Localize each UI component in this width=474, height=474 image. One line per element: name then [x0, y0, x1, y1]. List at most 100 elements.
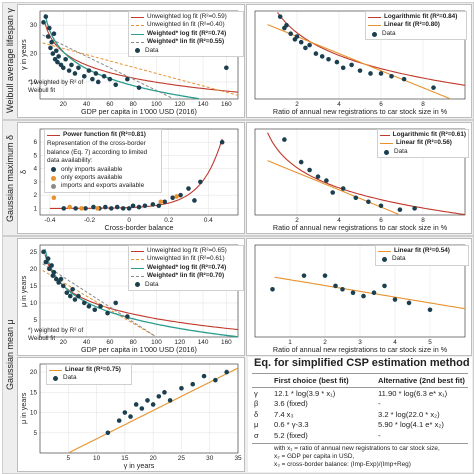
data-point — [270, 286, 275, 292]
x-tick-label: 3 — [358, 339, 362, 346]
x-tick-label: 160 — [221, 101, 232, 108]
legend-label: Logarithmic fit (R²=0.84) — [384, 13, 458, 20]
legend-swatch — [47, 134, 60, 136]
data-point — [333, 283, 338, 289]
data-point — [150, 402, 156, 407]
x-tick-label: 100 — [151, 339, 162, 346]
panel-delta-ratio: 2 4 6 8 Ratio of annual new registrations to… — [246, 122, 472, 234]
eq-foot: with x₁ = ratio of annual new registrati… — [274, 445, 440, 452]
data-point — [47, 266, 52, 272]
data-point — [64, 290, 70, 296]
data-point — [301, 273, 307, 278]
chart-svg: -0.4 -0.2 0 0.2 0.4 1 2 3 4 5 6 — [33, 128, 239, 224]
legend-label: Linear fit (R²=0.75) — [65, 366, 121, 373]
eq-first-choice: 5.2 (fixed) — [274, 430, 308, 440]
y-tick-label: 10 — [30, 300, 38, 307]
data-point — [41, 20, 46, 25]
data-point — [58, 276, 64, 282]
x-tick-label: 100 — [151, 101, 162, 108]
x-axis-label: Ratio of annual new registrations to car… — [272, 345, 448, 354]
data-point — [105, 430, 111, 436]
legend-dot — [51, 175, 56, 181]
band-label: Gaussian mean μ — [5, 319, 15, 391]
eq-foot: x₂ = GDP per capita in USD, — [274, 453, 355, 460]
legend-entry: Weighted* lin fit (R²=0.55) — [131, 38, 241, 46]
x-tick-label: 60 — [106, 101, 114, 108]
data-point — [105, 310, 110, 316]
data-point — [81, 73, 87, 79]
x-axis-label: GDP per capita in 1'000 USD (2016) — [81, 107, 197, 116]
y-axis-label: δ — [19, 170, 28, 175]
legend-label: Unweighted lin fit (R²=0.40) — [147, 21, 225, 29]
data-point — [56, 280, 61, 285]
y-tick-label: 3 — [33, 179, 37, 186]
data-point — [378, 71, 384, 76]
fit-line — [44, 23, 239, 93]
x-tick-label: 30 — [206, 455, 214, 462]
legend-swatch — [131, 250, 144, 252]
legend-label: Logarithmic fit (R²=0.61) — [392, 131, 466, 138]
x-tick-label: 120 — [174, 339, 185, 346]
legend-swatch — [131, 33, 144, 35]
legend-label: imports and exports available — [61, 182, 145, 190]
legend-swatch — [380, 134, 390, 136]
data-point — [126, 206, 132, 211]
legend-label: Unweighted lin fit (R²=0.61) — [147, 255, 225, 263]
x-tick-label: 8 — [421, 101, 425, 108]
x-tick-label: 20 — [60, 339, 68, 346]
eq-symbol: δ — [254, 409, 259, 419]
legend-label: Data — [145, 280, 159, 288]
legend-dot — [382, 257, 387, 263]
data-point — [330, 190, 335, 195]
eq-rule — [252, 387, 468, 388]
legend-entry: Linear fit (R²=0.80) — [368, 21, 464, 29]
fit-line — [267, 160, 399, 215]
data-point — [357, 68, 363, 73]
data-point — [178, 192, 183, 198]
data-point — [213, 377, 218, 383]
legend-label: Weighted* lin fit (R²=0.55) — [147, 38, 225, 46]
data-point — [114, 204, 120, 210]
panel-mu-ratio: 1 2 3 4 5 Ratio of annual new registrations t… — [246, 238, 472, 356]
data-point — [349, 62, 354, 68]
data-point — [334, 59, 340, 65]
y-tick-label: 20 — [30, 266, 38, 273]
data-point — [294, 34, 300, 39]
eq-first-choice: 7.4 x₃ — [274, 409, 294, 419]
fit-line — [42, 42, 239, 96]
data-point — [190, 381, 196, 387]
eq-rule — [252, 373, 468, 374]
legend-entry: Data — [380, 148, 466, 156]
data-point — [120, 206, 126, 211]
legend-swatch — [131, 275, 144, 277]
legend-entry: Weighted* log fit (R²=0.74) — [131, 30, 241, 38]
legend: Logarithmic fit (R²=0.61) Linear fit (R²=… — [377, 129, 469, 159]
x-axis-label: Ratio of annual new registrations to car… — [272, 107, 448, 116]
data-point — [51, 269, 57, 275]
data-point — [298, 159, 304, 165]
legend-dot — [51, 167, 56, 173]
y-tick-label: 20 — [30, 51, 38, 58]
data-point — [136, 204, 142, 210]
data-point — [49, 39, 54, 45]
data-point — [43, 14, 49, 19]
footnote: *) weighted by R² of Weibull fit — [28, 327, 84, 342]
data-point — [313, 51, 319, 56]
x-tick-label: 5 — [428, 339, 432, 346]
data-point — [45, 256, 51, 261]
x-axis-label: Ratio of annual new registrations to car… — [272, 223, 448, 232]
data-point — [76, 293, 81, 299]
data-point — [60, 283, 66, 289]
x-tick-label: 40 — [83, 339, 91, 346]
fit-line — [68, 367, 239, 454]
data-point — [101, 73, 107, 79]
legend-label: Linear fit (R²=0.56) — [396, 139, 452, 147]
data-point — [113, 300, 119, 306]
legend-entry: Unweighted lin fit (R²=0.61) — [131, 255, 241, 263]
data-point — [162, 199, 168, 205]
data-point — [113, 82, 119, 88]
data-point — [427, 307, 433, 313]
data-point — [41, 249, 46, 255]
legend: Power function fit (R²=0.81) Representati… — [44, 129, 162, 193]
data-point — [69, 62, 74, 68]
